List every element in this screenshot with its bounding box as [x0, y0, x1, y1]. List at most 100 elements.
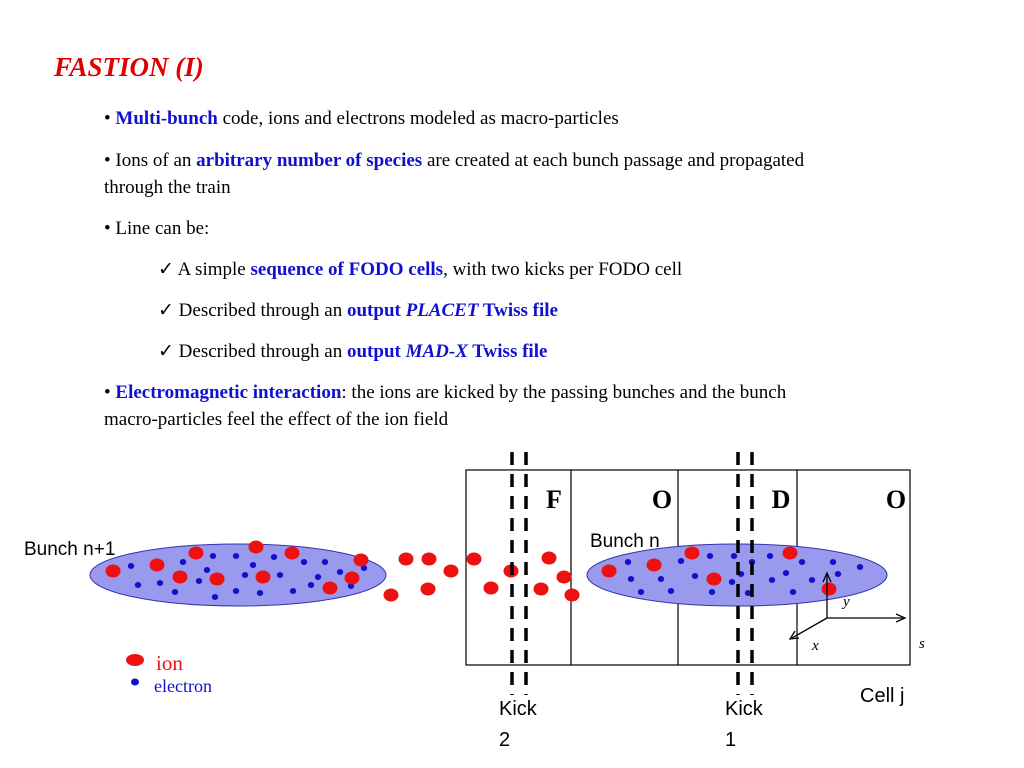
electron-particle: [127, 563, 135, 569]
electron-particle: [232, 588, 240, 594]
legend-electron-marker: [131, 678, 139, 686]
electron-particle: [256, 590, 264, 596]
electron-particle: [624, 559, 632, 565]
ion-particle: [172, 570, 188, 584]
check-icon: ✓: [158, 300, 174, 321]
ion-particle: [284, 546, 300, 560]
ion-particle: [383, 588, 399, 602]
kick-2-label: Kick: [499, 698, 538, 720]
electron-particle: [195, 578, 203, 584]
check-icon: ✓: [158, 259, 174, 280]
ion-particle: [322, 581, 338, 595]
electron-particle: [834, 571, 842, 577]
electron-particle: [768, 577, 776, 583]
bullet-text: Described through an: [173, 300, 347, 321]
ion-particle: [209, 572, 225, 586]
ion-particle: [443, 564, 459, 578]
bunch-n-plus-1-label: Bunch n+1: [24, 539, 115, 560]
ion-particle: [105, 564, 121, 578]
s-axis-label: s: [919, 636, 925, 652]
x-axis-label: x: [811, 638, 819, 654]
ion-particle: [706, 572, 722, 586]
ion-particle: [556, 570, 572, 584]
cell-label-d: D: [772, 485, 791, 514]
electron-particle: [270, 554, 278, 560]
y-axis-arrow: [822, 571, 832, 583]
bullet-text: A simple: [173, 259, 251, 280]
bullet-text: : the ions are kicked by the passing bun…: [341, 382, 787, 403]
ion-particle: [149, 558, 165, 572]
bullet-line-can-be: • Line can be:: [104, 218, 210, 239]
electron-particle: [637, 589, 645, 595]
highlight-madx: MAD-X: [405, 341, 468, 362]
electron-particle: [766, 553, 774, 559]
highlight-output: output: [346, 300, 406, 321]
electron-particle: [782, 570, 790, 576]
electron-particle: [307, 582, 315, 588]
cell-label-f: F: [546, 485, 562, 514]
bullet-text: are created at each bunch passage and pr…: [422, 150, 805, 171]
bullet-text: code, ions and electrons modeled as macr…: [217, 108, 619, 129]
cell-j-label: Cell j: [860, 685, 904, 707]
highlight-twiss: Twiss file: [478, 300, 558, 321]
particles: [105, 540, 864, 602]
ion-particle: [782, 546, 798, 560]
electron-particle: [211, 594, 219, 600]
bullet-multibunch: • Multi-bunch code, ions and electrons m…: [104, 105, 619, 132]
ion-particle: [188, 546, 204, 560]
fodo-cell-box: [465, 469, 911, 666]
ion-particle: [344, 571, 360, 585]
electron-particle: [314, 574, 322, 580]
legend-ion-label: ion: [156, 651, 183, 675]
ion-particle: [533, 582, 549, 596]
ion-particle: [398, 552, 414, 566]
electron-particle: [789, 589, 797, 595]
sub-bullet-madx: ✓ Described through an output MAD-X Twis…: [158, 338, 547, 365]
highlight-output: output: [346, 341, 406, 362]
electron-particle: [706, 553, 714, 559]
electron-particle: [708, 589, 716, 595]
ion-particle: [821, 582, 837, 596]
x-axis-arrow: [788, 630, 800, 640]
kick-2-lines: [510, 452, 528, 695]
electron-particle: [156, 580, 164, 586]
ion-particle: [420, 582, 436, 596]
electron-particle: [347, 583, 355, 589]
electron-particle: [677, 558, 685, 564]
coordinate-axes: [788, 571, 907, 640]
electron-particle: [171, 589, 179, 595]
ion-particle: [601, 564, 617, 578]
electron-particle: [360, 565, 368, 571]
bullet-mark: •: [104, 108, 111, 129]
electron-particle: [336, 569, 344, 575]
electron-particle: [321, 559, 329, 565]
y-axis-label: y: [841, 594, 850, 610]
ion-particle: [684, 546, 700, 560]
ion-particle: [421, 552, 437, 566]
kick-2-number: 2: [499, 729, 510, 751]
electron-particle: [300, 559, 308, 565]
bullet-text: • Ions of an: [104, 150, 197, 171]
electron-particle: [657, 576, 665, 582]
cell-label-o1: O: [652, 485, 672, 514]
electron-particle: [209, 553, 217, 559]
ion-particle: [353, 553, 369, 567]
electron-particle: [134, 582, 142, 588]
legend-ion-marker: [126, 654, 144, 666]
electron-particle: [856, 564, 864, 570]
ion-particle: [646, 558, 662, 572]
bullet-em-interaction: • Electromagnetic interaction: the ions …: [104, 379, 786, 406]
kick-1-label: Kick: [725, 698, 764, 720]
electron-particle: [276, 572, 284, 578]
electron-particle: [289, 588, 297, 594]
highlight-twiss: Twiss file: [467, 341, 548, 362]
s-axis-arrow: [895, 613, 907, 623]
page-title: FASTION (I): [54, 52, 204, 82]
bunch-n-label: Bunch n: [590, 531, 660, 552]
electron-particle: [179, 559, 187, 565]
check-icon: ✓: [158, 341, 174, 362]
bullet-text: , with two kicks per FODO cell: [443, 259, 683, 280]
ion-particle: [483, 581, 499, 595]
electron-particle: [241, 572, 249, 578]
